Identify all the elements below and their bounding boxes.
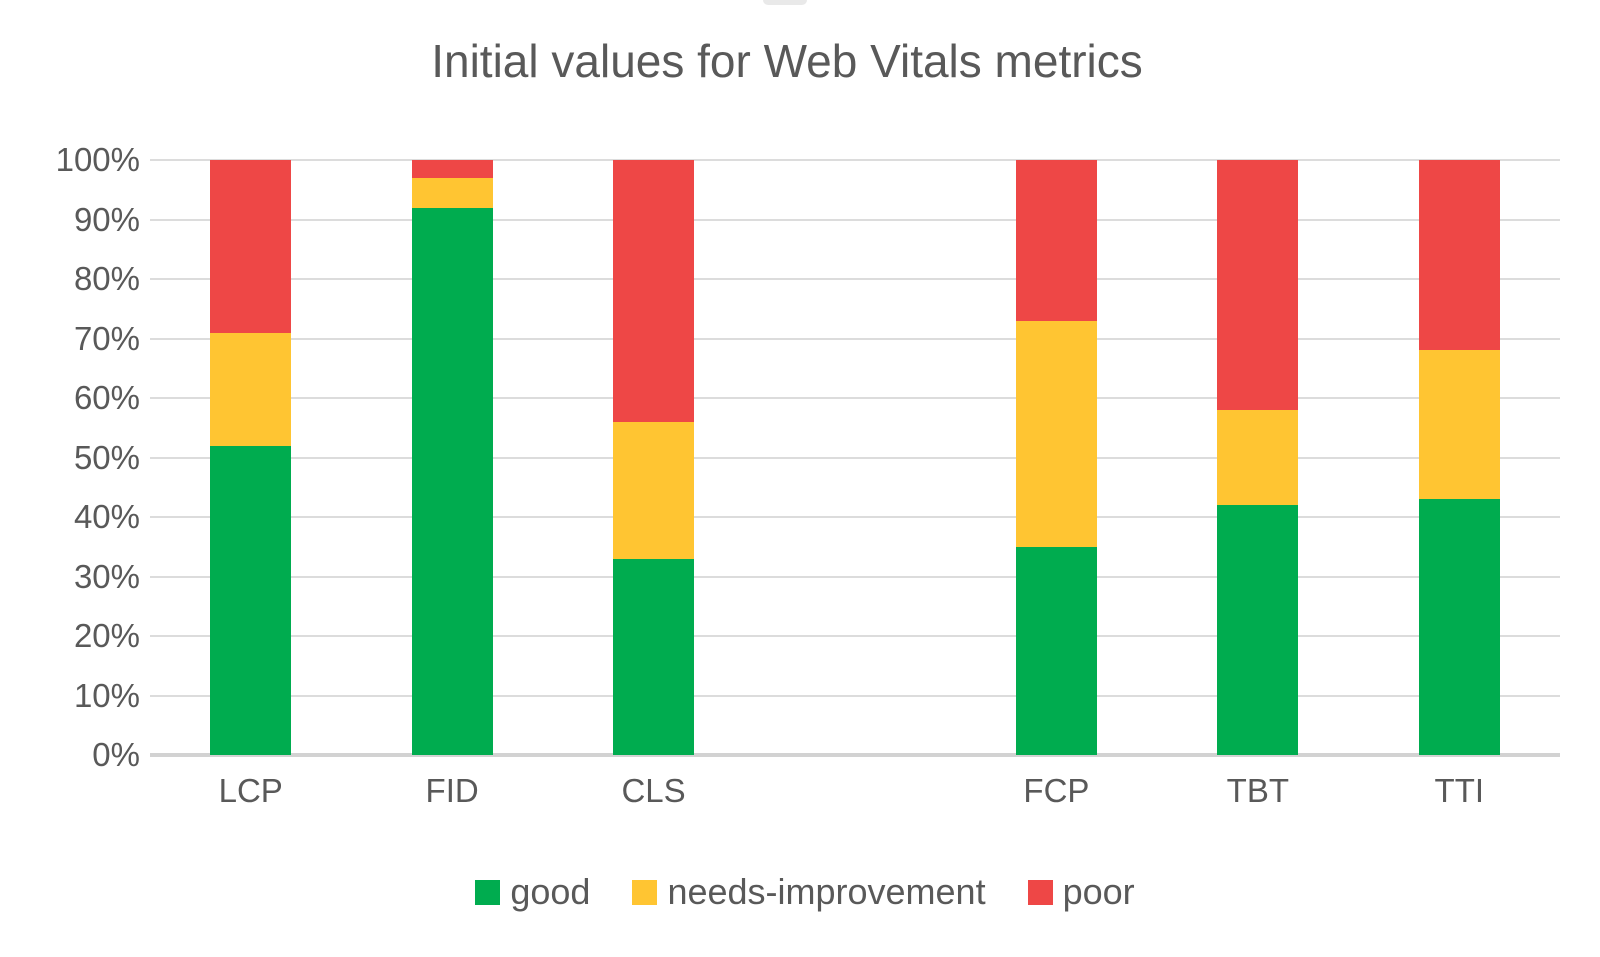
y-tick-label-60%: 60% bbox=[73, 379, 140, 416]
gridline-30% bbox=[150, 575, 1560, 578]
x-axis-label-FCP: FCP bbox=[1023, 772, 1090, 809]
x-axis-label-CLS: CLS bbox=[621, 772, 686, 809]
gridline-60% bbox=[150, 397, 1560, 399]
bar-stack-LCP bbox=[210, 160, 292, 755]
legend-label-needs-improvement: needs-improvement bbox=[667, 871, 986, 912]
legend-item-needs-improvement: needs-improvement bbox=[632, 871, 986, 912]
y-tick-label-0%: 0% bbox=[92, 736, 140, 773]
y-tick-label-70%: 70% bbox=[73, 319, 140, 357]
legend-item-poor: poor bbox=[1027, 871, 1135, 912]
bar-stack-FID bbox=[411, 160, 493, 755]
bar-segment-LCP-needs-improvement bbox=[210, 332, 292, 446]
cropped-image-artifact bbox=[763, 0, 807, 5]
legend: good needs-improvement poor bbox=[0, 874, 1600, 910]
bar-stack-CLS bbox=[613, 160, 695, 755]
legend-swatch-needs-improvement bbox=[632, 879, 658, 905]
gridline-90% bbox=[150, 218, 1560, 221]
y-tick-label-30%: 30% bbox=[73, 557, 140, 595]
bar-segment-LCP-good bbox=[210, 445, 292, 755]
bar-segment-CLS-needs-improvement bbox=[613, 421, 695, 559]
bar-stack-TTI bbox=[1418, 160, 1500, 755]
bar-segment-FCP-poor bbox=[1015, 160, 1097, 321]
bar-segment-TBT-poor bbox=[1217, 160, 1299, 410]
gridline-20% bbox=[150, 635, 1560, 637]
y-tick-label-80%: 80% bbox=[73, 260, 140, 297]
chart-title: Initial values for Web Vitals metrics bbox=[431, 35, 1143, 87]
x-axis-label-TTI: TTI bbox=[1434, 772, 1485, 809]
y-tick-label-100%: 100% bbox=[55, 141, 140, 178]
bar-segment-FID-poor bbox=[411, 160, 493, 178]
bar-segment-FCP-needs-improvement bbox=[1015, 320, 1097, 547]
legend-label-poor: poor bbox=[1062, 871, 1135, 912]
bar-segment-TTI-poor bbox=[1418, 160, 1500, 351]
bar-segment-TBT-good bbox=[1217, 505, 1299, 755]
y-tick-label-90%: 90% bbox=[73, 200, 140, 238]
bar-stack-TBT bbox=[1217, 160, 1299, 755]
legend-swatch-poor bbox=[1027, 879, 1053, 905]
bar-segment-TBT-needs-improvement bbox=[1217, 409, 1299, 506]
gridline-50% bbox=[150, 456, 1560, 459]
bar-segment-FCP-good bbox=[1015, 546, 1097, 755]
gridline-10% bbox=[150, 694, 1560, 697]
y-tick-label-50%: 50% bbox=[73, 438, 140, 476]
bar-segment-TTI-needs-improvement bbox=[1418, 350, 1500, 500]
gridline-70% bbox=[150, 337, 1560, 340]
x-axis-label-LCP: LCP bbox=[218, 772, 283, 809]
bar-segment-CLS-poor bbox=[613, 160, 695, 422]
bar-segment-TTI-good bbox=[1418, 499, 1500, 755]
bar-segment-LCP-poor bbox=[210, 160, 292, 333]
legend-swatch-good bbox=[475, 879, 501, 905]
gridline-40% bbox=[150, 516, 1560, 518]
bar-segment-FID-needs-improvement bbox=[411, 177, 493, 208]
bar-segment-CLS-good bbox=[613, 558, 695, 755]
y-tick-label-10%: 10% bbox=[73, 676, 140, 714]
y-tick-label-20%: 20% bbox=[73, 617, 140, 654]
gridline-0% bbox=[150, 753, 1560, 757]
gridline-80% bbox=[150, 278, 1560, 280]
y-tick-label-40%: 40% bbox=[73, 498, 140, 535]
legend-item-good: good bbox=[475, 874, 590, 910]
x-axis-label-TBT: TBT bbox=[1226, 772, 1289, 809]
x-axis-label-FID: FID bbox=[425, 772, 479, 809]
gridline-100% bbox=[150, 159, 1560, 161]
bar-segment-FID-good bbox=[411, 207, 493, 755]
legend-label-good: good bbox=[510, 871, 591, 912]
bar-stack-FCP bbox=[1015, 160, 1097, 755]
